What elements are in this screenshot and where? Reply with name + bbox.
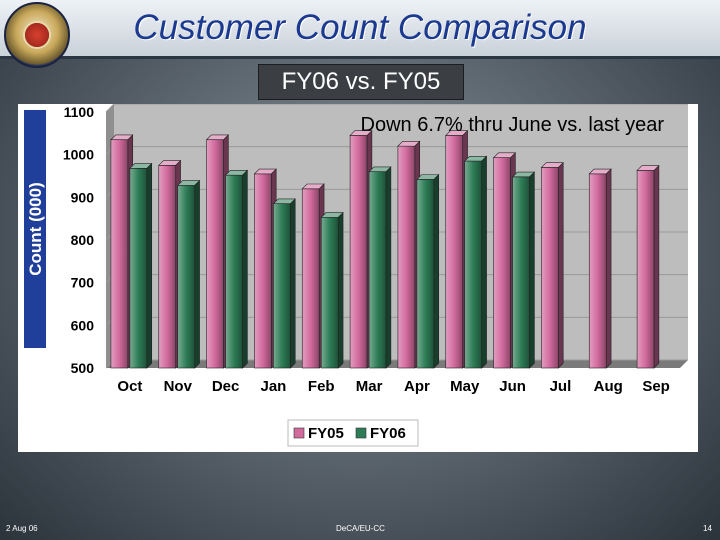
seal-center-icon [23, 21, 51, 49]
x-tick-label: Sep [642, 378, 670, 395]
x-tick-label: Jul [550, 378, 572, 395]
bar-fy05-dec [206, 139, 224, 369]
bar-fy06-oct [129, 168, 148, 369]
x-tick-label: Jun [499, 378, 526, 395]
bar-fy06-apr-side [433, 173, 440, 369]
bar-fy05-sep-side [653, 164, 660, 369]
bar-fy05-oct [110, 139, 129, 369]
x-tick-label: Jan [260, 378, 286, 395]
y-tick-label: 500 [71, 360, 95, 376]
legend-label-fy06: FY06 [370, 425, 406, 442]
bar-fy05-may [445, 135, 464, 369]
bar-fy06-oct-side [146, 162, 153, 369]
bar-fy06-feb [320, 217, 339, 369]
footer-page-number: 14 [703, 524, 712, 533]
agency-seal-icon [4, 2, 70, 68]
x-tick-label: Aug [594, 378, 623, 395]
header-band [0, 0, 720, 59]
bar-fy06-mar-side [385, 166, 392, 369]
footer-date: 2 Aug 06 [6, 524, 38, 533]
y-axis-label-band [24, 110, 46, 348]
bar-fy05-nov [158, 165, 177, 369]
slide-title: Customer Count Comparison [133, 8, 587, 47]
y-tick-label: 700 [71, 275, 95, 291]
legend-swatch-fy06 [355, 427, 367, 439]
chart-panel: 500 600 700 800 900 1000 1100 Count (000) Down 6… [18, 104, 698, 452]
bar-fy05-jul [541, 167, 559, 369]
y-tick-label: 900 [71, 189, 95, 205]
bar-fy06-jan-side [290, 198, 296, 369]
legend-label-fy05: FY05 [308, 425, 344, 442]
bar-fy06-jun-side [529, 171, 535, 369]
bar-fy05-mar [349, 135, 368, 369]
bar-fy05-sep [636, 170, 655, 369]
bar-fy05-apr [397, 145, 416, 369]
bar-fy06-may [464, 160, 483, 369]
x-tick-label: May [450, 378, 480, 395]
bar-fy06-nov [177, 185, 196, 369]
legend-swatch-fy05 [293, 427, 305, 439]
bar-fy05-aug [588, 173, 607, 369]
bar-fy06-mar [368, 171, 387, 369]
x-tick-label: Nov [164, 378, 193, 395]
bar-fy05-jun [493, 157, 511, 369]
bar-fy06-nov-side [194, 179, 200, 369]
bar-fy06-apr [416, 179, 435, 369]
y-tick-label: 1000 [63, 147, 94, 163]
bar-fy06-dec-side [242, 169, 248, 369]
bar-fy06-jan [273, 203, 291, 369]
chart-annotation: Down 6.7% thru June vs. last year [361, 114, 665, 136]
x-tick-label: Mar [356, 378, 383, 395]
x-tick-label: Dec [212, 378, 240, 395]
slide-subtitle: FY06 vs. FY05 [258, 64, 464, 100]
y-axis-label: Count (000) [26, 182, 45, 276]
footer-org: DeCA/EU-CC [336, 524, 385, 533]
legend-box [287, 419, 419, 447]
y-tick-label: 1100 [64, 104, 95, 120]
bar-fy05-feb [301, 188, 320, 369]
bar-fy05-jul-side [558, 161, 564, 369]
bar-chart: 500 600 700 800 900 1000 1100 Count (000) Down 6… [24, 104, 688, 447]
gridline-side [105, 104, 115, 113]
y-tick-label: 600 [71, 317, 95, 333]
bar-fy06-jun [512, 176, 530, 369]
y-tick-label: 800 [71, 232, 95, 248]
bar-fy06-dec [225, 174, 243, 369]
x-tick-label: Oct [117, 378, 142, 395]
bar-fy05-aug-side [605, 168, 612, 369]
x-tick-label: Apr [404, 378, 430, 395]
x-tick-label: Feb [308, 378, 335, 395]
bar-fy06-feb-side [337, 211, 344, 369]
bar-fy06-may-side [481, 155, 487, 369]
bar-fy05-jan [254, 173, 272, 369]
